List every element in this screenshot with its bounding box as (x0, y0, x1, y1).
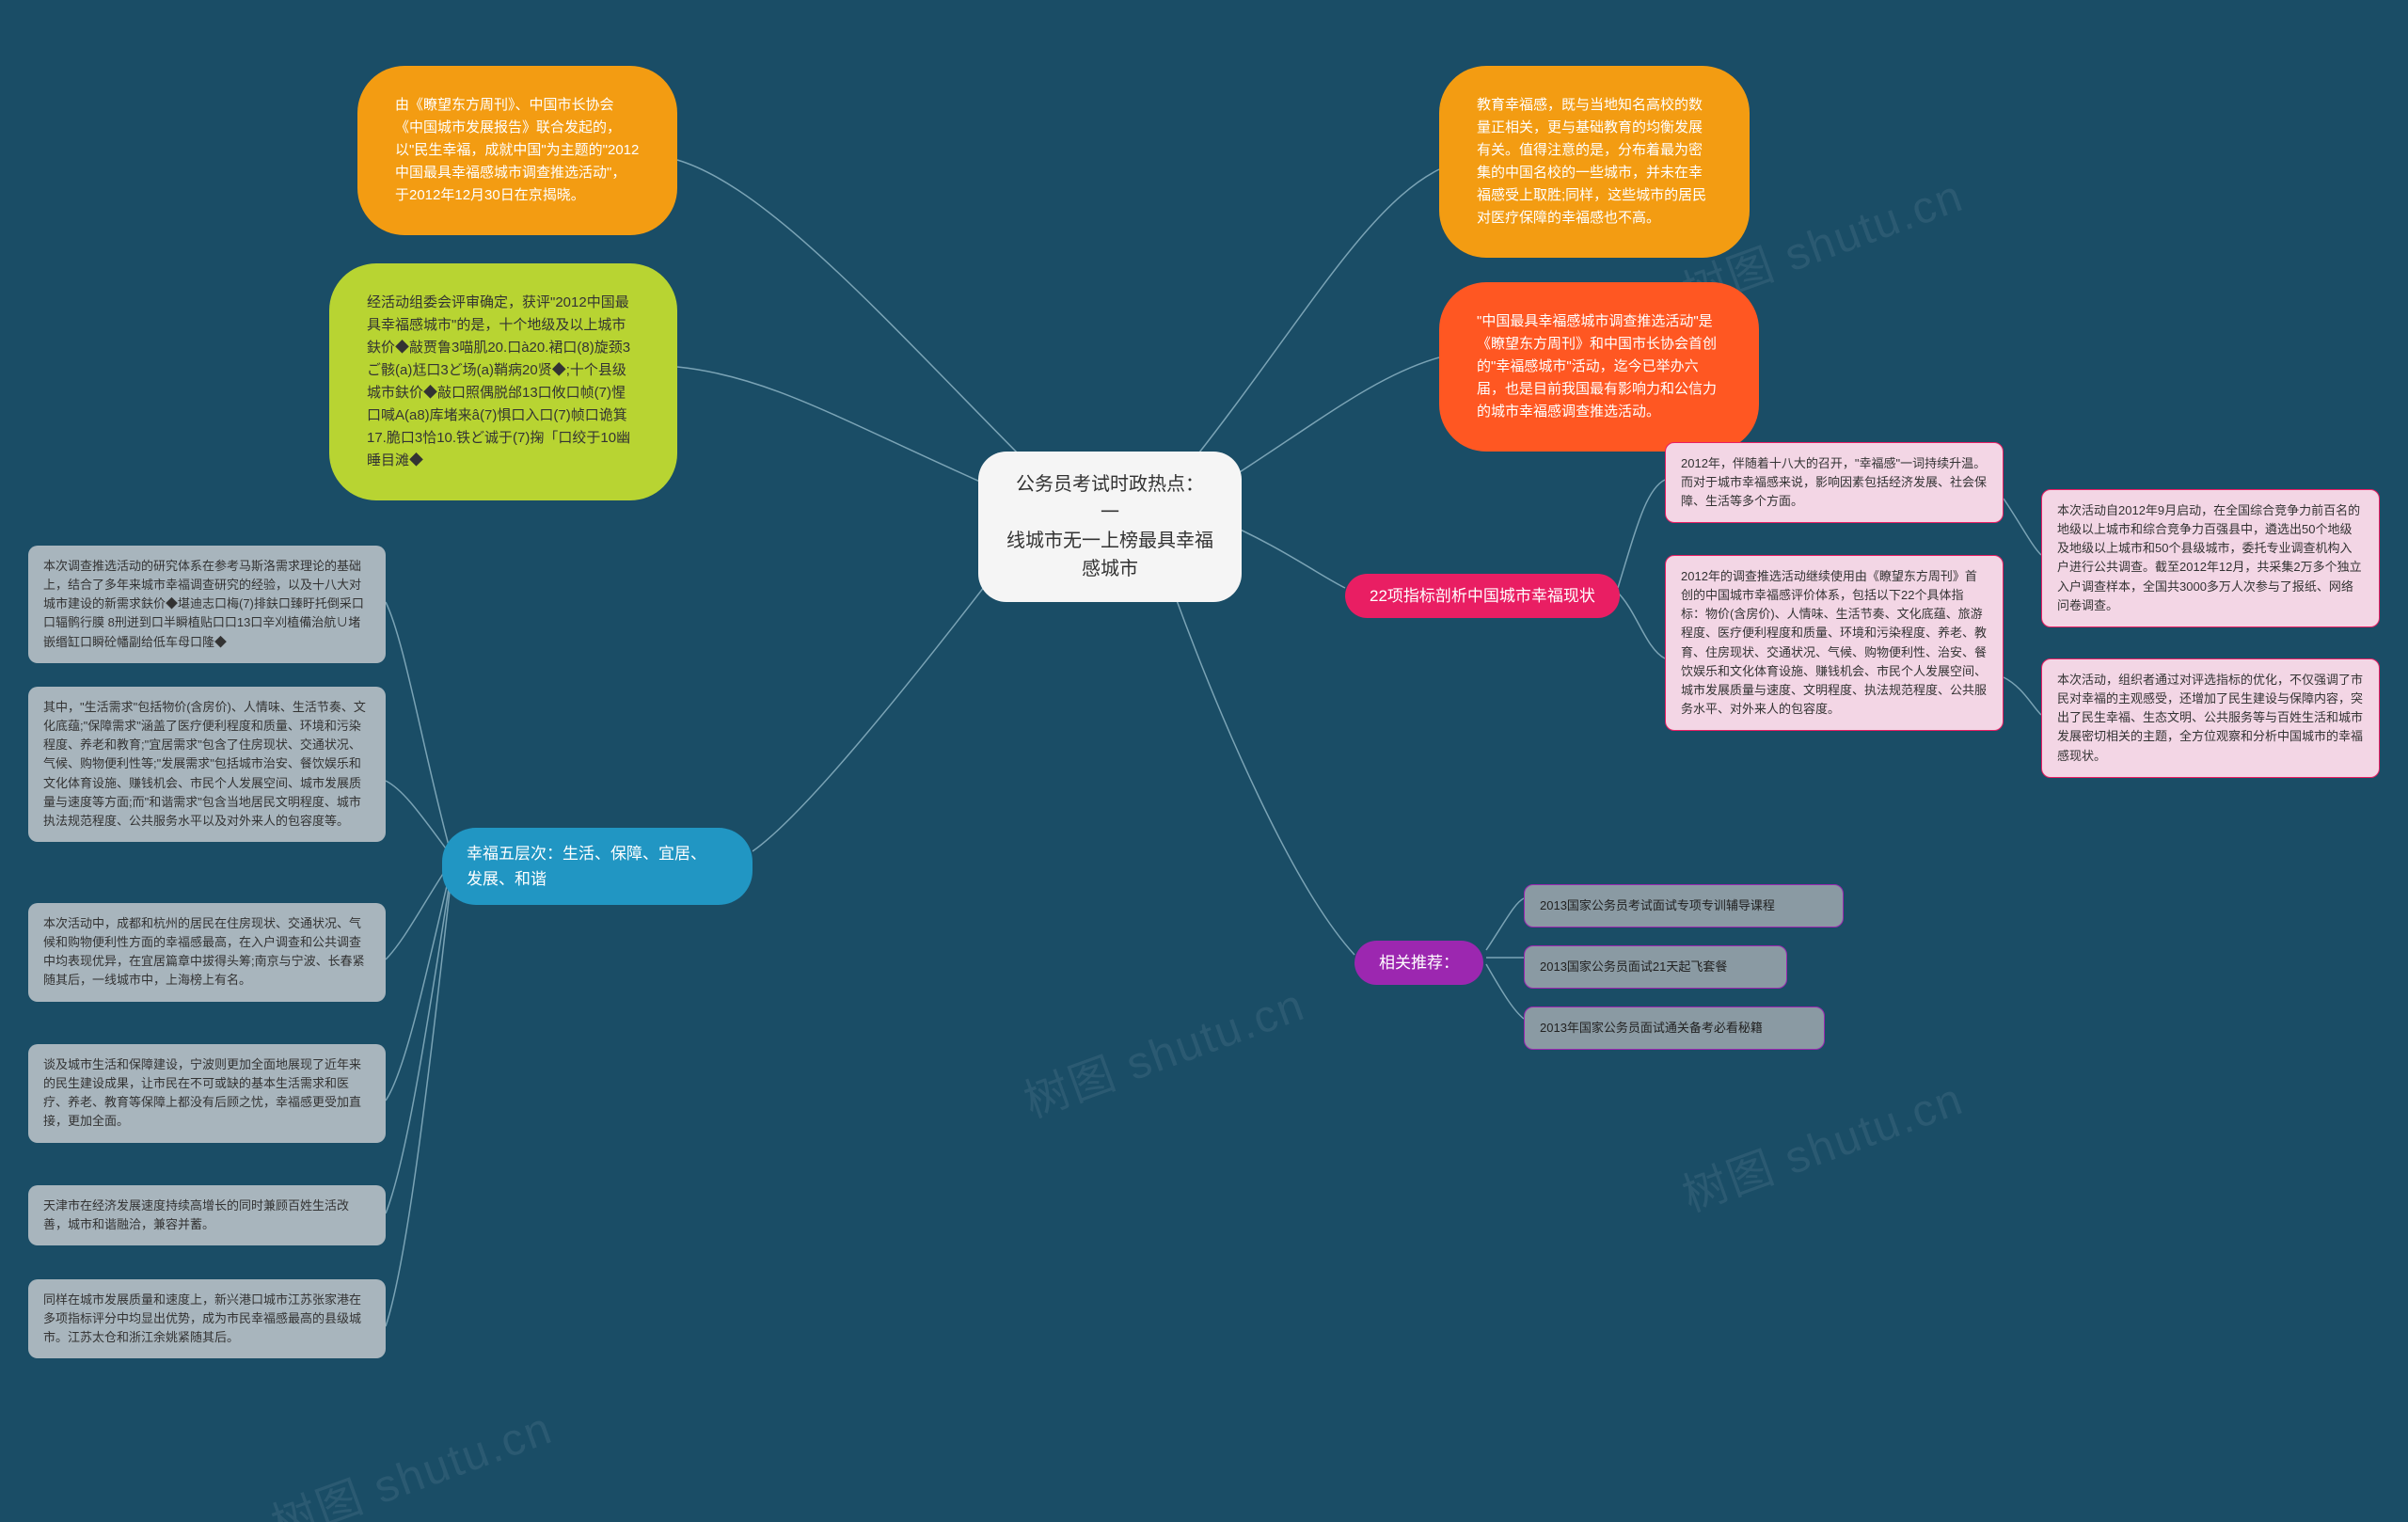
center-node: 公务员考试时政热点： 一 线城市无一上榜最具幸福 感城市 (978, 452, 1242, 602)
left-child: 其中，"生活需求"包括物价(含房价)、人情味、生活节奏、文化底蕴;"保障需求"涵… (28, 687, 386, 842)
node-orange-topright: 教育幸福感，既与当地知名高校的数量正相关，更与基础教育的均衡发展有关。值得注意的… (1439, 66, 1750, 258)
node-purple-pill: 相关推荐： (1354, 941, 1483, 985)
node-blue-pill: 幸福五层次：生活、保障、宜居、 发展、和谐 (442, 828, 752, 905)
watermark: 树图 shutu.cn (261, 1391, 560, 1522)
pink-child: 2012年的调查推选活动继续使用由《瞭望东方周刊》首创的中国城市幸福感评价体系，… (1665, 555, 2004, 731)
watermark: 树图 shutu.cn (1671, 1062, 1971, 1225)
node-orange-topleft: 由《瞭望东方周刊》、中国市长协会《中国城市发展报告》联合发起的，以"民生幸福，成… (357, 66, 677, 235)
purple-child: 2013年国家公务员面试通关备考必看秘籍 (1524, 1007, 1825, 1050)
watermark: 树图 shutu.cn (1013, 968, 1312, 1131)
pink-child: 本次活动，组织者通过对评选指标的优化，不仅强调了市民对幸福的主观感受，还增加了民… (2041, 658, 2380, 778)
purple-child: 2013国家公务员考试面试专项专训辅导课程 (1524, 884, 1844, 927)
purple-child: 2013国家公务员面试21天起飞套餐 (1524, 945, 1787, 989)
left-child: 同样在城市发展质量和速度上，新兴港口城市江苏张家港在多项指标评分中均显出优势，成… (28, 1279, 386, 1358)
left-child: 谈及城市生活和保障建设，宁波则更加全面地展现了近年来的民生建设成果，让市民在不可… (28, 1044, 386, 1143)
left-child: 本次调查推选活动的研究体系在参考马斯洛需求理论的基础上，结合了多年来城市幸福调查… (28, 546, 386, 663)
left-child: 本次活动中，成都和杭州的居民在住房现状、交通状况、气候和购物便利性方面的幸福感最… (28, 903, 386, 1002)
node-pink-pill: 22项指标剖析中国城市幸福现状 (1345, 574, 1620, 618)
pink-child: 2012年，伴随着十八大的召开，"幸福感"一词持续升温。而对于城市幸福感来说，影… (1665, 442, 2004, 523)
node-orangered-right: "中国最具幸福感城市调查推选活动"是《瞭望东方周刊》和中国市长协会首创的"幸福感… (1439, 282, 1759, 452)
left-child: 天津市在经济发展速度持续高增长的同时兼顾百姓生活改善，城市和谐融洽，兼容并蓄。 (28, 1185, 386, 1245)
pink-child: 本次活动自2012年9月启动，在全国综合竞争力前百名的地级以上城市和综合竞争力百… (2041, 489, 2380, 627)
node-green-left: 经活动组委会评审确定，获评"2012中国最具幸福感城市"的是，十个地级及以上城市… (329, 263, 677, 500)
